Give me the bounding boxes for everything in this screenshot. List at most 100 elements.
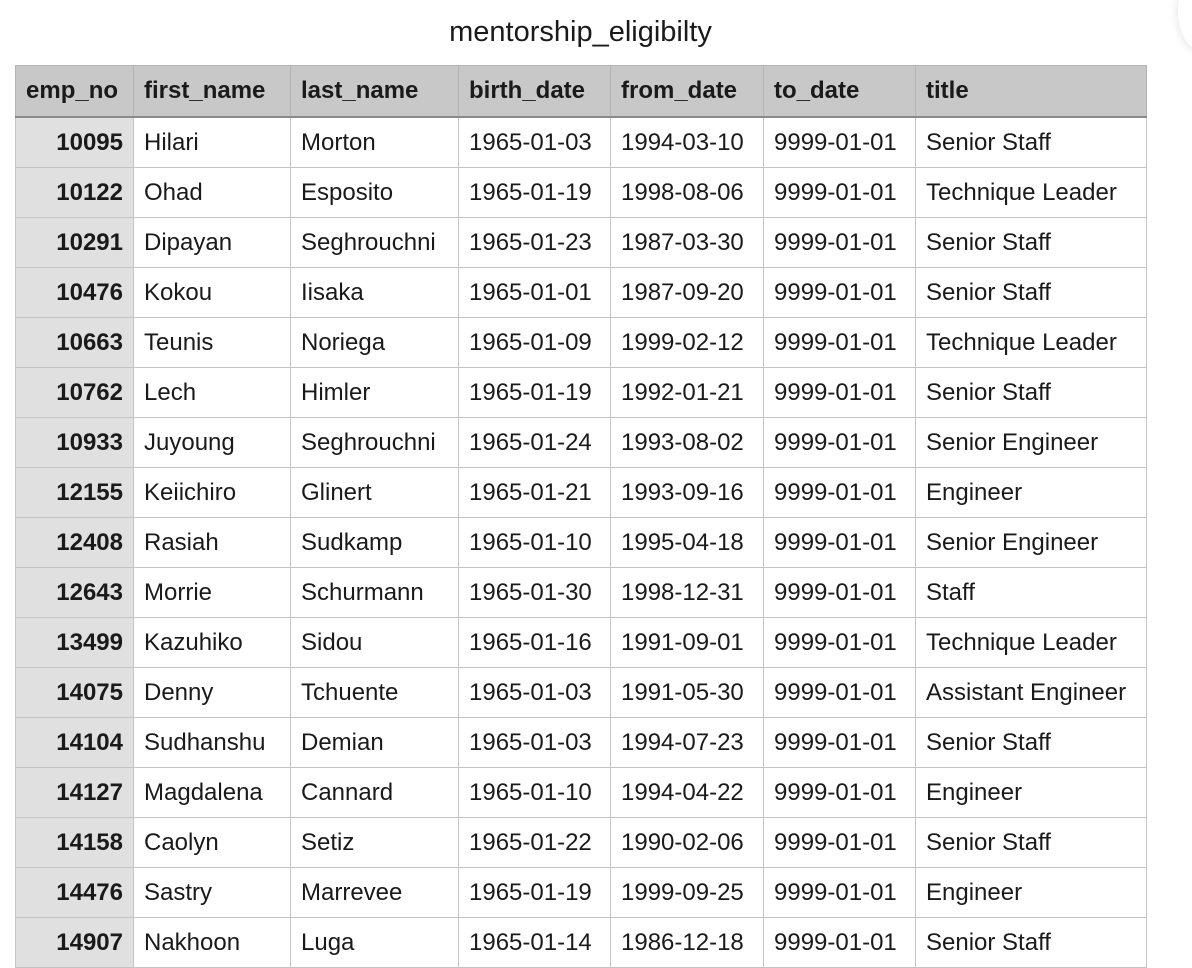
emp-no-cell[interactable]: 10095 [15, 116, 134, 168]
last-name-cell[interactable]: Schurmann [290, 567, 459, 618]
from-date-cell[interactable]: 1986-12-18 [610, 917, 764, 968]
birth-date-cell[interactable]: 1965-01-30 [458, 567, 611, 618]
table-row[interactable]: 14158 Caolyn Setiz 1965-01-22 1990-02-06 9999… [15, 817, 1147, 868]
first-name-cell[interactable]: Sudhanshu [133, 717, 291, 768]
title-cell[interactable]: Engineer [915, 767, 1147, 818]
emp-no-cell[interactable]: 10122 [15, 167, 134, 218]
birth-date-cell[interactable]: 1965-01-03 [458, 717, 611, 768]
to-date-cell[interactable]: 9999-01-01 [763, 817, 916, 868]
last-name-cell[interactable]: Seghrouchni [290, 217, 459, 268]
last-name-cell[interactable]: Himler [290, 367, 459, 418]
title-cell[interactable]: Technique Leader [915, 617, 1147, 668]
title-cell[interactable]: Senior Staff [915, 267, 1147, 318]
emp-no-cell[interactable]: 12408 [15, 517, 134, 568]
last-name-cell[interactable]: Demian [290, 717, 459, 768]
first-name-cell[interactable]: Keiichiro [133, 467, 291, 518]
first-name-cell[interactable]: Kazuhiko [133, 617, 291, 668]
from-date-cell[interactable]: 1991-05-30 [610, 667, 764, 718]
birth-date-cell[interactable]: 1965-01-21 [458, 467, 611, 518]
emp-no-cell[interactable]: 12643 [15, 567, 134, 618]
emp-no-cell[interactable]: 10291 [15, 217, 134, 268]
last-name-cell[interactable]: Luga [290, 917, 459, 968]
title-cell[interactable]: Senior Staff [915, 367, 1147, 418]
emp-no-cell[interactable]: 14158 [15, 817, 134, 868]
column-header-last-name[interactable]: last_name [290, 65, 459, 118]
last-name-cell[interactable]: Marrevee [290, 867, 459, 918]
first-name-cell[interactable]: Nakhoon [133, 917, 291, 968]
last-name-cell[interactable]: Sudkamp [290, 517, 459, 568]
to-date-cell[interactable]: 9999-01-01 [763, 867, 916, 918]
column-header-birth-date[interactable]: birth_date [458, 65, 611, 118]
birth-date-cell[interactable]: 1965-01-09 [458, 317, 611, 368]
last-name-cell[interactable]: Seghrouchni [290, 417, 459, 468]
title-cell[interactable]: Assistant Engineer [915, 667, 1147, 718]
column-header-title[interactable]: title [915, 65, 1147, 118]
from-date-cell[interactable]: 1992-01-21 [610, 367, 764, 418]
table-row[interactable]: 14907 Nakhoon Luga 1965-01-14 1986-12-18 9999… [15, 917, 1147, 968]
to-date-cell[interactable]: 9999-01-01 [763, 917, 916, 968]
birth-date-cell[interactable]: 1965-01-16 [458, 617, 611, 668]
last-name-cell[interactable]: Setiz [290, 817, 459, 868]
title-cell[interactable]: Engineer [915, 867, 1147, 918]
emp-no-cell[interactable]: 14075 [15, 667, 134, 718]
table-row[interactable]: 14104 Sudhanshu Demian 1965-01-03 1994-07-23… [15, 717, 1147, 768]
title-cell[interactable]: Senior Staff [915, 917, 1147, 968]
to-date-cell[interactable]: 9999-01-01 [763, 417, 916, 468]
to-date-cell[interactable]: 9999-01-01 [763, 667, 916, 718]
first-name-cell[interactable]: Teunis [133, 317, 291, 368]
emp-no-cell[interactable]: 10476 [15, 267, 134, 318]
from-date-cell[interactable]: 1999-09-25 [610, 867, 764, 918]
last-name-cell[interactable]: Cannard [290, 767, 459, 818]
first-name-cell[interactable]: Caolyn [133, 817, 291, 868]
first-name-cell[interactable]: Sastry [133, 867, 291, 918]
table-row[interactable]: 12408 Rasiah Sudkamp 1965-01-10 1995-04-18 99… [15, 517, 1147, 568]
last-name-cell[interactable]: Glinert [290, 467, 459, 518]
birth-date-cell[interactable]: 1965-01-19 [458, 167, 611, 218]
from-date-cell[interactable]: 1993-08-02 [610, 417, 764, 468]
last-name-cell[interactable]: Esposito [290, 167, 459, 218]
first-name-cell[interactable]: Denny [133, 667, 291, 718]
birth-date-cell[interactable]: 1965-01-23 [458, 217, 611, 268]
first-name-cell[interactable]: Juyoung [133, 417, 291, 468]
last-name-cell[interactable]: Sidou [290, 617, 459, 668]
to-date-cell[interactable]: 9999-01-01 [763, 717, 916, 768]
table-row[interactable]: 10476 Kokou Iisaka 1965-01-01 1987-09-20 9999… [15, 267, 1147, 318]
last-name-cell[interactable]: Iisaka [290, 267, 459, 318]
from-date-cell[interactable]: 1990-02-06 [610, 817, 764, 868]
emp-no-cell[interactable]: 14127 [15, 767, 134, 818]
title-cell[interactable]: Senior Engineer [915, 417, 1147, 468]
last-name-cell[interactable]: Morton [290, 116, 459, 168]
birth-date-cell[interactable]: 1965-01-24 [458, 417, 611, 468]
table-row[interactable]: 12643 Morrie Schurmann 1965-01-30 1998-12-31… [15, 567, 1147, 618]
emp-no-cell[interactable]: 13499 [15, 617, 134, 668]
from-date-cell[interactable]: 1987-03-30 [610, 217, 764, 268]
emp-no-cell[interactable]: 14907 [15, 917, 134, 968]
from-date-cell[interactable]: 1994-03-10 [610, 116, 764, 168]
title-cell[interactable]: Senior Staff [915, 717, 1147, 768]
birth-date-cell[interactable]: 1965-01-19 [458, 367, 611, 418]
birth-date-cell[interactable]: 1965-01-22 [458, 817, 611, 868]
table-row[interactable]: 14127 Magdalena Cannard 1965-01-10 1994-04-2… [15, 767, 1147, 818]
to-date-cell[interactable]: 9999-01-01 [763, 167, 916, 218]
to-date-cell[interactable]: 9999-01-01 [763, 467, 916, 518]
from-date-cell[interactable]: 1987-09-20 [610, 267, 764, 318]
to-date-cell[interactable]: 9999-01-01 [763, 567, 916, 618]
from-date-cell[interactable]: 1998-12-31 [610, 567, 764, 618]
birth-date-cell[interactable]: 1965-01-01 [458, 267, 611, 318]
column-header-emp-no[interactable]: emp_no [15, 65, 134, 118]
to-date-cell[interactable]: 9999-01-01 [763, 617, 916, 668]
title-cell[interactable]: Senior Staff [915, 116, 1147, 168]
table-row[interactable]: 14075 Denny Tchuente 1965-01-03 1991-05-30 99… [15, 667, 1147, 718]
last-name-cell[interactable]: Noriega [290, 317, 459, 368]
table-row[interactable]: 12155 Keiichiro Glinert 1965-01-21 1993-09-1… [15, 467, 1147, 518]
title-cell[interactable]: Senior Staff [915, 217, 1147, 268]
to-date-cell[interactable]: 9999-01-01 [763, 767, 916, 818]
from-date-cell[interactable]: 1994-07-23 [610, 717, 764, 768]
first-name-cell[interactable]: Kokou [133, 267, 291, 318]
first-name-cell[interactable]: Lech [133, 367, 291, 418]
title-cell[interactable]: Staff [915, 567, 1147, 618]
to-date-cell[interactable]: 9999-01-01 [763, 267, 916, 318]
title-cell[interactable]: Senior Engineer [915, 517, 1147, 568]
birth-date-cell[interactable]: 1965-01-10 [458, 517, 611, 568]
first-name-cell[interactable]: Magdalena [133, 767, 291, 818]
